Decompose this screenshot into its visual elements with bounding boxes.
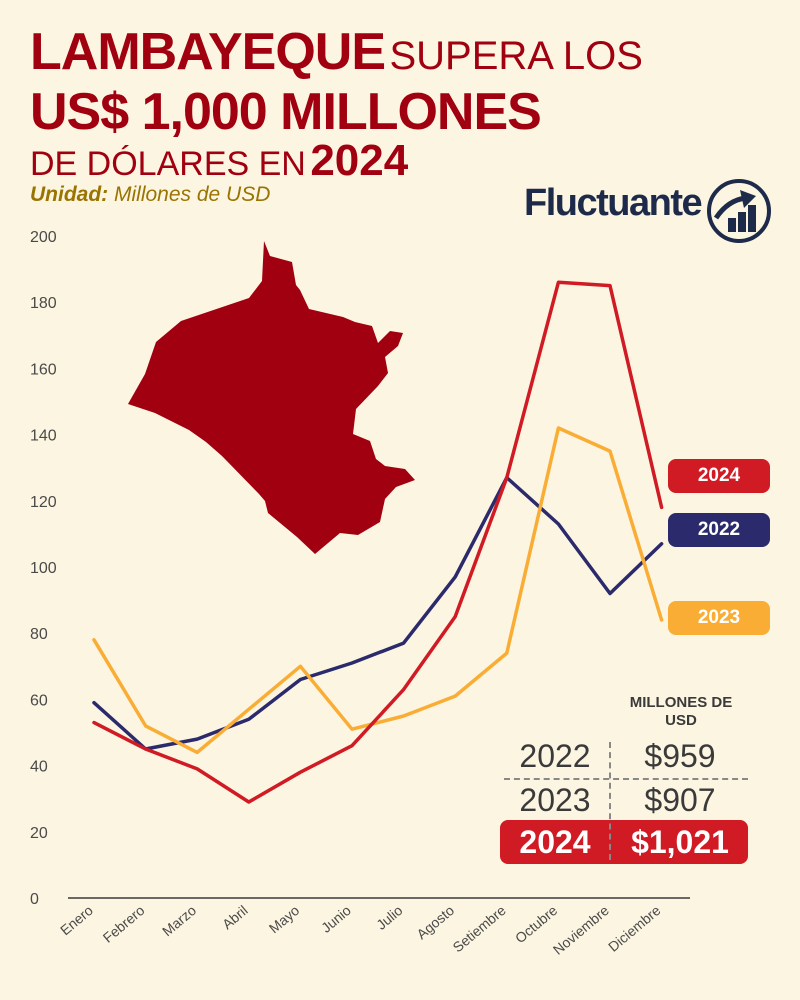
title-currency: DE DÓLARES EN [30,145,306,183]
growth-arrow-icon [707,179,771,243]
totals-year: 2024 [519,824,591,860]
x-tick-label: Febrero [100,902,148,946]
y-tick-label: 120 [30,494,57,511]
x-tick-label: Marzo [159,902,199,939]
y-tick-label: 60 [30,692,48,709]
title-verb: SUPERA LOS [389,34,643,78]
series-line-2022 [92,475,664,751]
title-region: LAMBAYEQUE [30,23,386,81]
x-tick-label: Agosto [413,902,457,942]
totals-horizontal-divider [504,778,748,780]
unit-label: Unidad: [30,183,109,206]
series-group [92,280,664,804]
title-line-3: DE DÓLARES EN 2024 [30,139,408,183]
legend-badge-2024: 2024 [668,459,770,493]
legend-badge-2022: 2022 [668,513,770,547]
x-tick-label: Diciembre [605,902,664,955]
x-tick-label: Mayo [266,902,303,936]
y-tick-label: 180 [30,295,57,312]
totals-header: MILLONES DE USD [629,694,733,729]
x-tick-label: Abril [219,902,251,932]
totals-value: $1,021 [631,824,729,860]
lambayeque-map [128,241,415,554]
totals-row-2022: 2022 $959 [500,734,748,778]
series-line-2023 [92,426,664,755]
totals-year: 2022 [519,738,591,774]
unit-value: Millones de USD [114,183,271,206]
x-tick-label: Junio [318,902,354,936]
totals-row-2023: 2023 $907 [500,778,748,822]
totals-row-2024: 2024 $1,021 [500,820,748,864]
brand-name: Fluctuante [524,182,703,224]
title-line-1: LAMBAYEQUE SUPERA LOS [30,26,643,78]
title-year: 2024 [310,136,409,185]
totals-vertical-divider [609,742,611,860]
totals-year: 2023 [519,782,591,818]
totals-value: $959 [644,738,716,774]
title-line-2: US$ 1,000 MILLONES [30,83,542,141]
x-tick-label: Octubre [512,902,561,946]
y-tick-label: 40 [30,759,48,776]
title-amount: US$ 1,000 MILLONES [30,83,542,141]
y-tick-label: 200 [30,229,57,246]
totals-value: $907 [644,782,716,818]
y-tick-label: 160 [30,361,57,378]
y-tick-label: 80 [30,626,48,643]
series-line-2024 [92,280,664,804]
y-tick-label: 0 [30,891,39,908]
y-tick-label: 20 [30,825,48,842]
x-tick-label: Enero [57,902,96,938]
x-tick-label: Setiembre [450,902,509,955]
unit-caption: Unidad: Millones de USD [30,183,270,207]
legend-badge-2023: 2023 [668,601,770,635]
x-tick-label: Julio [373,902,406,933]
x-tick-label: Noviembre [550,902,612,958]
y-tick-label: 100 [30,560,57,577]
y-tick-label: 140 [30,428,57,445]
